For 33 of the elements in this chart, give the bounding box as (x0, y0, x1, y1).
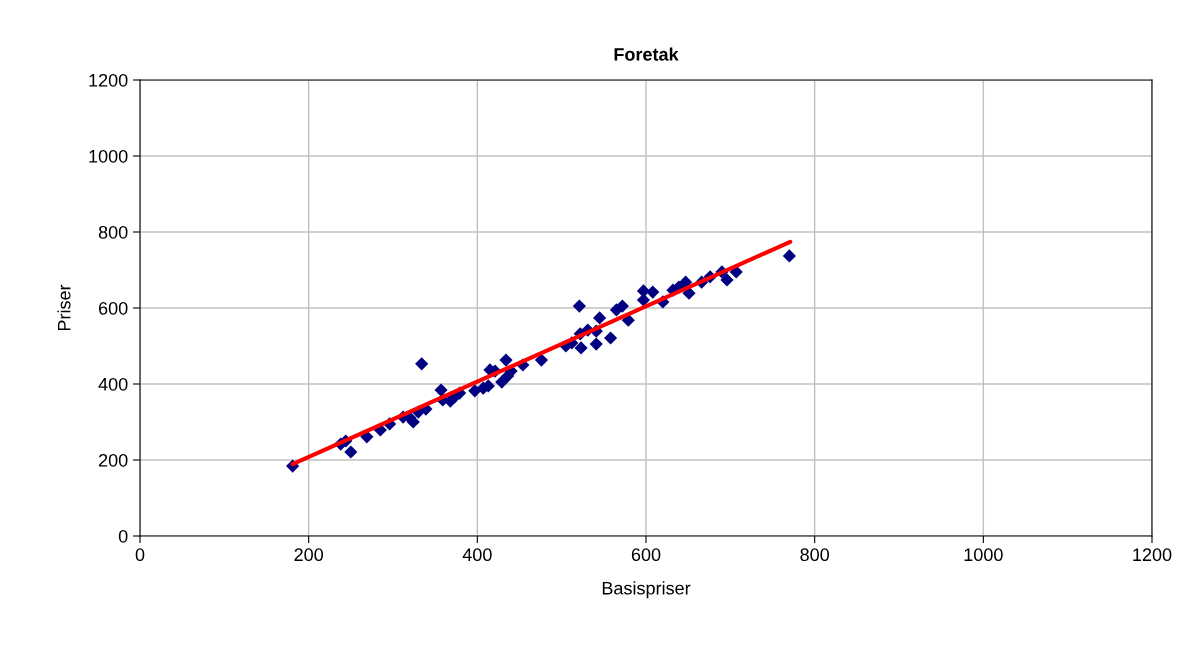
point (646, 285, 660, 299)
point (344, 445, 358, 459)
point (574, 341, 588, 355)
y-tick-label: 200 (98, 453, 128, 467)
y-tick-label: 0 (118, 529, 128, 543)
point (495, 375, 509, 389)
y-tick-label: 1000 (89, 149, 128, 163)
x-axis-title: Basispriser (602, 581, 691, 599)
x-tick-label: 1200 (1133, 548, 1172, 562)
chart-title: Foretak (614, 47, 679, 61)
y-tick-label: 600 (98, 301, 128, 315)
point (415, 357, 429, 371)
x-tick-label: 400 (462, 548, 492, 562)
y-tick-label: 400 (98, 377, 128, 391)
point (720, 273, 734, 287)
point (603, 331, 618, 345)
y-tick-label: 800 (98, 225, 128, 239)
point (782, 249, 796, 263)
point (534, 353, 549, 367)
point (434, 383, 448, 397)
point (589, 337, 603, 351)
point (572, 299, 586, 313)
point (615, 299, 629, 313)
y-axis-title: Priser (57, 284, 71, 331)
point (593, 311, 607, 325)
x-tick-label: 600 (631, 548, 661, 562)
point (636, 293, 651, 307)
x-tick-label: 0 (135, 548, 145, 562)
y-tick-label: 1200 (89, 73, 128, 87)
x-tick-label: 1000 (964, 548, 1003, 562)
x-tick-label: 200 (294, 548, 324, 562)
point (499, 353, 513, 367)
x-tick-label: 800 (800, 548, 830, 562)
